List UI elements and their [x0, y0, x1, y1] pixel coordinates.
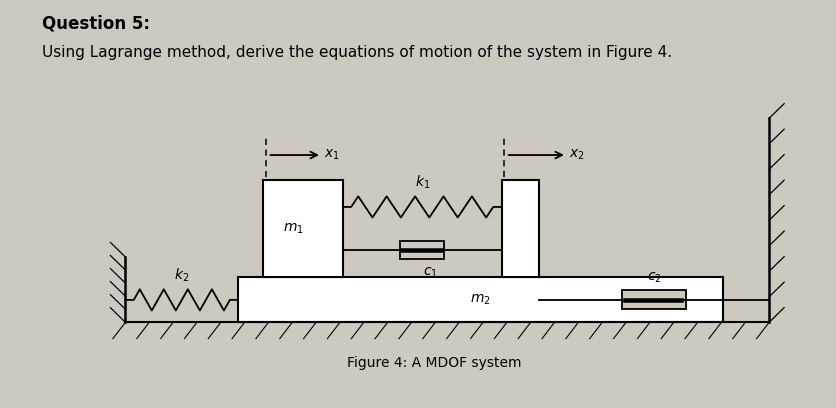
Text: $x_2$: $x_2$ — [569, 148, 585, 162]
Text: $c_1$: $c_1$ — [423, 266, 438, 280]
Text: Question 5:: Question 5: — [42, 15, 150, 33]
Text: Figure 4: A MDOF system: Figure 4: A MDOF system — [348, 356, 522, 370]
Bar — [622, 290, 686, 309]
Text: $k_2$: $k_2$ — [174, 267, 190, 284]
Text: Using Lagrange method, derive the equations of motion of the system in Figure 4.: Using Lagrange method, derive the equati… — [42, 45, 672, 60]
Text: $k_1$: $k_1$ — [415, 173, 430, 191]
Text: $x_1$: $x_1$ — [324, 148, 340, 162]
Text: $m_1$: $m_1$ — [283, 221, 304, 236]
Bar — [400, 241, 445, 259]
Text: $c_2$: $c_2$ — [647, 271, 661, 285]
Bar — [263, 180, 343, 277]
Bar — [238, 277, 723, 322]
Bar — [502, 180, 539, 277]
Text: $m_2$: $m_2$ — [471, 293, 491, 307]
